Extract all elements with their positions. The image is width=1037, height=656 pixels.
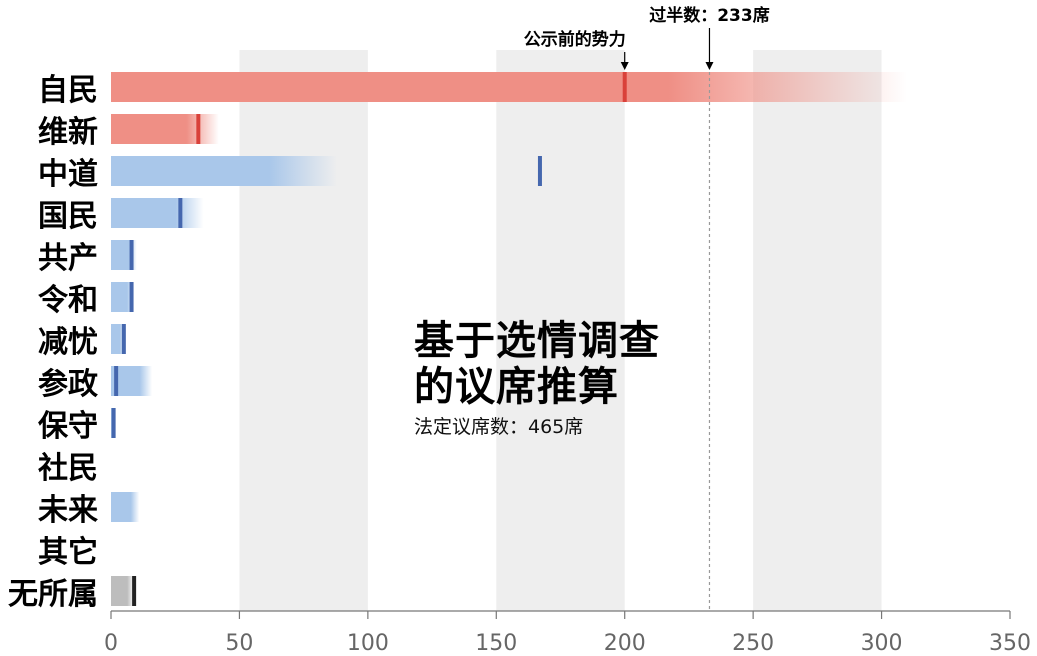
shaded-band-0	[239, 50, 368, 611]
pre-election-marker-自民	[622, 72, 627, 102]
pre-election-markers	[111, 72, 627, 606]
pre-election-marker-共产	[129, 240, 134, 270]
party-label: 共产	[38, 241, 98, 276]
shaded-band-1	[496, 50, 625, 611]
party-label: 未来	[38, 493, 98, 528]
x-tick-label: 350	[989, 631, 1031, 656]
party-label: 令和	[38, 283, 98, 318]
pre-election-marker-维新	[196, 114, 201, 144]
x-tick-label: 100	[347, 631, 389, 656]
bar-中道	[111, 156, 338, 186]
pre-election-label: 公示前的势力	[524, 29, 626, 50]
x-axis: 0 50 100 150 200 250 300 350	[104, 610, 1031, 656]
bar-减忧	[111, 324, 124, 354]
shaded-band-2	[753, 50, 882, 611]
x-tick-label: 50	[225, 631, 253, 656]
pre-election-arrow-head	[620, 62, 629, 70]
party-label: 减忧	[38, 325, 98, 360]
party-label: 其它	[38, 535, 98, 570]
pre-election-marker-减忧	[121, 324, 126, 354]
x-tick-label: 200	[604, 631, 646, 656]
bars-layer	[111, 72, 908, 606]
chart-subtitle: 法定议席数：465席	[414, 416, 584, 438]
x-tick-label: 300	[861, 631, 903, 656]
party-label: 维新	[38, 115, 98, 150]
title-line-1: 基于选情调查	[414, 318, 660, 364]
party-label: 国民	[38, 199, 98, 234]
pre-election-marker-令和	[129, 282, 134, 312]
pre-election-marker-中道	[537, 156, 542, 186]
pre-election-marker-国民	[178, 198, 183, 228]
bar-未来	[111, 492, 140, 522]
party-label: 中道	[38, 157, 98, 192]
bar-国民	[111, 198, 204, 228]
title-line-2: 的议席推算	[414, 364, 619, 410]
party-label: 无所属	[8, 577, 98, 612]
shaded-bands	[239, 50, 882, 611]
pre-election-marker-无所属	[132, 576, 137, 606]
party-label: 保守	[38, 409, 98, 444]
party-label: 参政	[38, 367, 98, 402]
x-tick-label: 150	[475, 631, 517, 656]
party-label: 自民	[38, 73, 98, 108]
party-label: 社民	[38, 451, 98, 486]
x-tick-label: 250	[732, 631, 774, 656]
bar-自民	[111, 72, 908, 102]
majority-arrow-head	[705, 62, 714, 70]
x-tick-label: 0	[104, 631, 118, 656]
majority-label: 过半数：233席	[649, 5, 770, 26]
pre-election-marker-保守	[111, 408, 116, 438]
title-block: 基于选情调查 的议席推算 法定议席数：465席	[414, 318, 660, 439]
bar-维新	[111, 114, 219, 144]
bar-令和	[111, 282, 135, 312]
pre-election-marker-参政	[114, 366, 119, 396]
bar-无所属	[111, 576, 135, 606]
